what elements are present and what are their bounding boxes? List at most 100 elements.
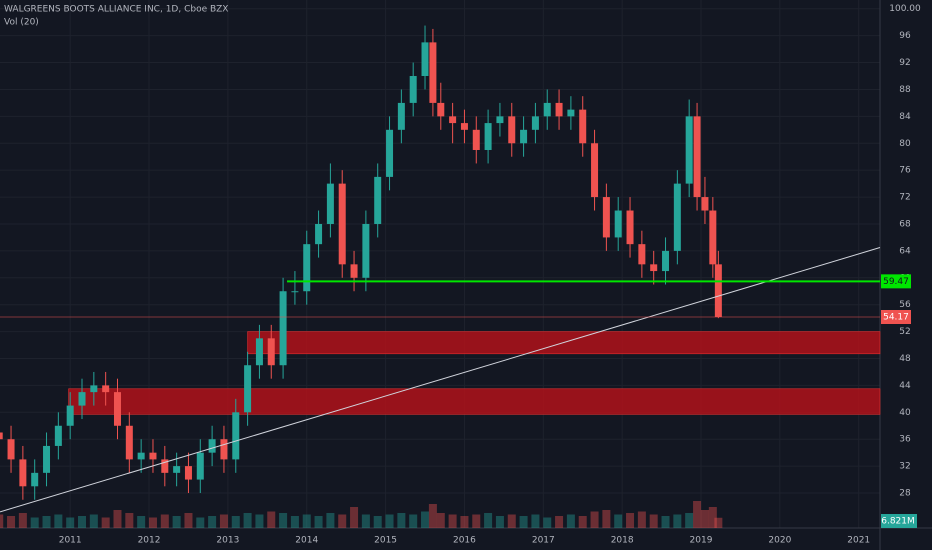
price-label: 54.17 — [883, 313, 909, 323]
candle-body — [279, 291, 287, 366]
candle-body — [714, 264, 722, 318]
volume-bar — [428, 504, 437, 528]
y-tick-label: 76 — [899, 166, 911, 176]
volume-bar — [0, 514, 4, 528]
candle-body — [196, 452, 204, 480]
volume-bar — [421, 511, 430, 528]
volume-bar — [566, 514, 575, 528]
candle-body — [137, 452, 145, 460]
candle-body — [591, 143, 599, 198]
candle-body — [125, 425, 133, 460]
candle-body — [220, 439, 228, 460]
volume-bar — [649, 514, 658, 528]
volume-bar — [673, 514, 682, 528]
volume-bar — [519, 516, 528, 528]
y-tick-label: 48 — [899, 354, 911, 364]
volume-bar — [160, 514, 169, 528]
candle-body — [113, 392, 121, 426]
y-tick-label: 80 — [899, 139, 911, 149]
y-tick-label: 92 — [899, 58, 910, 68]
candle-body — [496, 116, 504, 124]
candle-body — [78, 392, 86, 406]
chart-title: WALGREENS BOOTS ALLIANCE INC, 1D, Cboe B… — [4, 5, 228, 15]
candle-body — [460, 123, 468, 130]
volume-bar — [693, 501, 702, 528]
candle-body — [244, 365, 252, 413]
candle-body — [350, 264, 358, 278]
y-tick-label: 96 — [899, 31, 911, 41]
candle-body — [397, 102, 405, 130]
candle-body — [602, 197, 610, 238]
volume-bar — [614, 514, 623, 528]
volume-bar — [290, 516, 299, 528]
candle-body — [472, 129, 480, 150]
candle-body — [449, 116, 457, 124]
volume-bar — [700, 510, 709, 528]
volume-bar — [626, 513, 635, 528]
volume-bar — [661, 516, 670, 528]
candle-body — [232, 412, 240, 460]
price-label-box — [881, 274, 911, 289]
volume-bar — [219, 514, 228, 528]
volume-label: 6.821M — [881, 517, 915, 527]
volume-bar — [172, 516, 181, 528]
candle-body — [0, 432, 3, 440]
volume-bar — [148, 517, 157, 528]
volume-bar — [448, 514, 457, 528]
x-tick-label: 2014 — [295, 536, 318, 546]
volume-bar — [7, 516, 16, 528]
candle-body — [437, 102, 445, 117]
price-label-box — [881, 310, 911, 325]
volume-label-box — [881, 514, 917, 528]
candle-body — [709, 210, 717, 265]
volume-bar — [243, 513, 252, 528]
volume-bar — [495, 516, 504, 528]
price-label: 59.47 — [883, 277, 909, 287]
x-tick-label: 2016 — [453, 536, 476, 546]
candle-body — [54, 425, 62, 446]
y-tick-label: 84 — [899, 112, 911, 122]
candle-body — [161, 459, 169, 473]
volume-bar — [184, 513, 193, 528]
candle-body — [638, 244, 646, 265]
y-tick-label: 56 — [899, 300, 911, 310]
resistance-zone — [68, 388, 881, 415]
volume-bar — [113, 510, 122, 528]
volume-bar — [279, 513, 288, 528]
candle-body — [429, 42, 437, 103]
candle-body — [208, 439, 216, 453]
candle-body — [567, 109, 575, 117]
volume-bar — [137, 516, 146, 528]
candle-body — [555, 102, 563, 117]
candle-body — [673, 183, 681, 251]
volume-bar — [685, 513, 694, 528]
volume-bar — [714, 517, 723, 528]
candle-body — [173, 466, 181, 473]
volume-bar — [125, 513, 134, 528]
candle-body — [303, 244, 311, 292]
y-tick-label: 100.00 — [889, 4, 921, 14]
candle-body — [338, 183, 346, 265]
y-tick-label: 40 — [899, 408, 911, 418]
y-tick-label: 88 — [899, 85, 911, 95]
candle-body — [484, 123, 492, 150]
volume-bar — [460, 516, 469, 528]
volume-bar — [602, 510, 611, 528]
candle-body — [19, 459, 27, 487]
y-tick-label: 64 — [899, 246, 911, 256]
volume-bar — [66, 517, 75, 528]
y-tick-label: 28 — [899, 489, 911, 499]
candle-body — [31, 472, 39, 487]
candle-body — [650, 264, 658, 272]
volume-bar — [507, 514, 516, 528]
volume-bar — [436, 513, 445, 528]
trendline — [0, 247, 881, 513]
volume-bar — [101, 517, 110, 528]
candle-body — [386, 129, 394, 177]
candle-body — [184, 466, 192, 480]
x-tick-label: 2012 — [138, 536, 161, 546]
volume-bar — [531, 514, 540, 528]
candle-body — [149, 452, 157, 460]
